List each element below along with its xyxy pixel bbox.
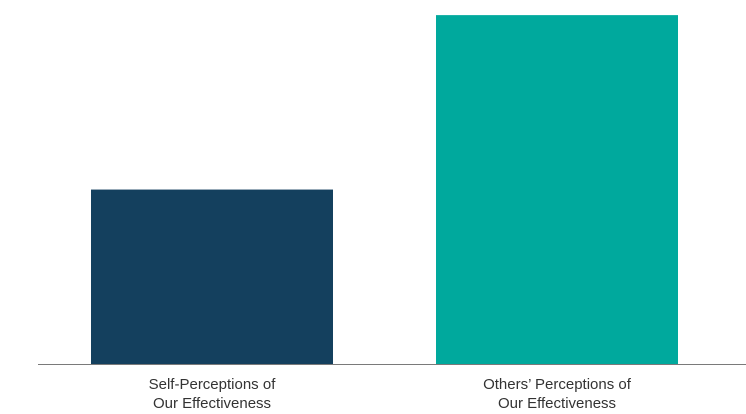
category-label-line: Others’ Perceptions of [483, 376, 632, 393]
bar-group [91, 15, 678, 365]
category-labels: Self-Perceptions of Our EffectivenessOthe… [149, 376, 632, 412]
category-label-1: Self-Perceptions of Our Effectiveness [149, 376, 277, 412]
bar-1 [91, 189, 333, 364]
category-label-line: Our Effectiveness [153, 395, 271, 412]
category-label-2: Others’ Perceptions of Our Effectiveness [483, 376, 632, 412]
category-label-line: Self-Perceptions of [149, 376, 277, 393]
category-label-line: Our Effectiveness [498, 395, 616, 412]
bar-2 [436, 15, 678, 365]
